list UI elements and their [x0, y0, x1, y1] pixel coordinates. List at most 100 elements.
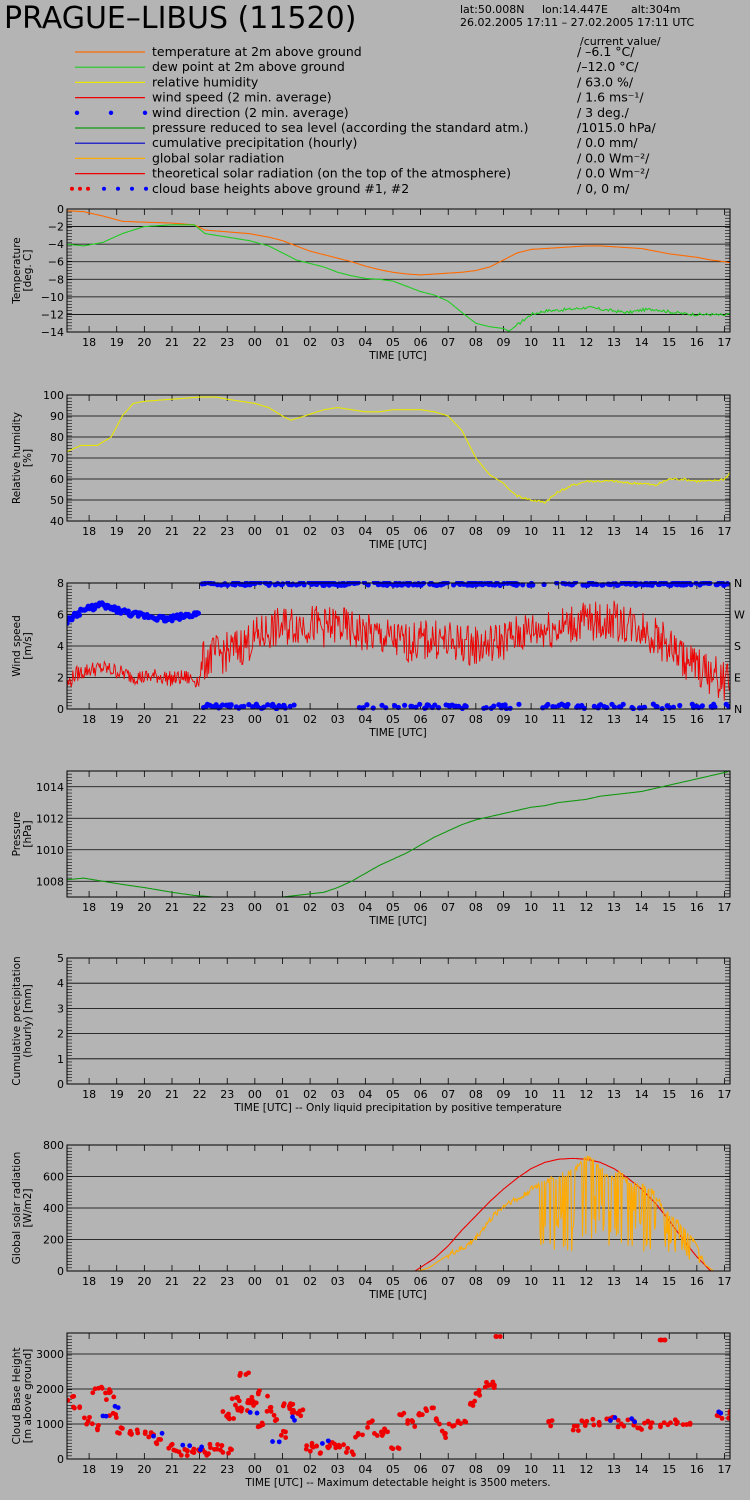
y-tick-label: 600: [43, 1171, 64, 1184]
legend-item-pressure: pressure reduced to sea level (according…: [75, 120, 656, 135]
x-tick-label: 21: [165, 525, 179, 538]
cloud-base-point: [442, 1431, 448, 1437]
cloud-base-point: [103, 1397, 109, 1403]
x-tick-label: 05: [386, 336, 400, 349]
x-tick-label: 01: [275, 336, 289, 349]
legend-value: / 0.0 mm/: [577, 135, 638, 150]
wind-direction-point: [402, 702, 408, 708]
cloud-base-point: [336, 1442, 342, 1448]
x-tick-label: 20: [137, 336, 151, 349]
legend-value: / –6.1 °C/: [577, 44, 635, 59]
y-tick-label: 0: [57, 703, 64, 716]
x-tick-label: 00: [248, 1088, 262, 1101]
cloud-base-point: [344, 1449, 349, 1455]
cloud-base-point: [590, 1416, 596, 1422]
wind-direction-point: [712, 704, 718, 710]
wind-direction-point: [219, 702, 226, 708]
x-tick-label: 10: [524, 336, 538, 349]
legend-label: global solar radiation: [152, 150, 284, 165]
wind-direction-point: [654, 704, 660, 710]
cloud-base-point: [405, 1421, 410, 1426]
x-tick-label: 20: [137, 1275, 151, 1288]
x-tick-label: 09: [496, 1275, 510, 1288]
plot-area: [67, 210, 730, 332]
panel-frame: [66, 1144, 731, 1272]
x-axis-label: TIME [UTC] -- Maximum detectable height …: [244, 1477, 550, 1489]
legend-item-precip: cumulative precipitation (hourly) / 0.0 m…: [75, 135, 638, 150]
cloud-base-point: [424, 1408, 430, 1414]
x-tick-label: 13: [607, 1275, 621, 1288]
cloud-base-point: [472, 1398, 478, 1404]
x-tick-label: 23: [220, 713, 234, 726]
cloud-base-point: [416, 1411, 422, 1416]
x-tick-label: 03: [331, 713, 345, 726]
panel-frame: [66, 957, 731, 1085]
cloud-base-point: [220, 1450, 226, 1455]
cloud-base-point: [113, 1415, 119, 1420]
cloud-base-point: [607, 1418, 613, 1423]
wind-direction-point: [261, 704, 267, 710]
wind-direction-point: [76, 612, 83, 618]
wind-direction-point: [67, 620, 70, 626]
x-tick-label: 10: [524, 525, 538, 538]
legend-dot: [144, 186, 148, 191]
x-tick-label: 04: [358, 525, 372, 538]
x-tick-label: 20: [137, 901, 151, 914]
x-tick-label: 14: [635, 1275, 649, 1288]
legend-item-winddir: wind direction (2 min. average) / 3 deg./: [74, 105, 630, 120]
cloud-base-point: [649, 1420, 655, 1426]
y-tick-label: 200: [43, 1234, 64, 1247]
wind-direction-point: [365, 582, 371, 588]
cloud-base-point: [268, 1404, 274, 1410]
x-tick-label: 13: [607, 713, 621, 726]
cloud-base-point: [283, 1435, 289, 1440]
x-tick-label: 08: [469, 1088, 483, 1101]
y-tick-label: 3000: [36, 1348, 64, 1361]
cloud-base-point: [127, 1428, 133, 1434]
x-tick-label: 05: [386, 525, 400, 538]
cloud-base-point: [270, 1439, 275, 1444]
legend-label: cloud base heights above ground #1, #2: [152, 181, 409, 196]
x-tick-label: 07: [441, 901, 455, 914]
cloud-base-point: [178, 1452, 184, 1458]
cloud-base-point: [718, 1410, 724, 1416]
x-tick-label: 10: [524, 1275, 538, 1288]
cloud-base-point: [219, 1443, 225, 1448]
cloud-base-point: [714, 1413, 720, 1418]
cloud-base-point: [369, 1418, 375, 1424]
cloud-base-point: [231, 1416, 236, 1421]
wind-direction-point: [463, 703, 469, 710]
cloud-base-point: [187, 1443, 193, 1449]
y-tick-label: −2: [48, 221, 64, 234]
panel-frame: [66, 394, 731, 522]
y-tick-label: 0: [57, 1265, 64, 1278]
x-tick-label: 00: [248, 1275, 262, 1288]
y-tick-label: 800: [43, 1139, 64, 1152]
cloud-base-point: [437, 1421, 442, 1427]
x-tick-label: 12: [579, 1275, 593, 1288]
cloud-base-point: [286, 1403, 292, 1409]
cloud-base-point: [320, 1441, 325, 1446]
legend-label: temperature at 2m above ground: [152, 44, 362, 59]
x-tick-label: 11: [552, 1088, 566, 1101]
x-tick-label: 22: [193, 336, 207, 349]
cloud-base-point: [257, 1423, 263, 1429]
x-tick-label: 06: [414, 525, 428, 538]
x-tick-label: 14: [635, 336, 649, 349]
cloud-base-point: [89, 1421, 95, 1427]
legend-item-humidity: relative humidity / 63.0 %/: [75, 74, 634, 89]
y-tick-label: 6: [57, 609, 64, 622]
wind-direction-point: [115, 605, 121, 611]
cloud-base-point: [309, 1440, 315, 1446]
x-tick-label: 11: [552, 1275, 566, 1288]
x-tick-label: 04: [358, 1275, 372, 1288]
cloud-base-point: [372, 1431, 377, 1436]
x-tick-label: 19: [110, 1088, 124, 1101]
y-tick-label: 0: [57, 1078, 64, 1091]
legend-value: /–12.0 °C/: [577, 59, 639, 74]
cloud-base-point: [283, 1429, 288, 1435]
y-tick-label: 2: [57, 1028, 64, 1041]
cloud-base-point: [327, 1443, 332, 1449]
legend-label: dew point at 2m above ground: [152, 59, 345, 74]
